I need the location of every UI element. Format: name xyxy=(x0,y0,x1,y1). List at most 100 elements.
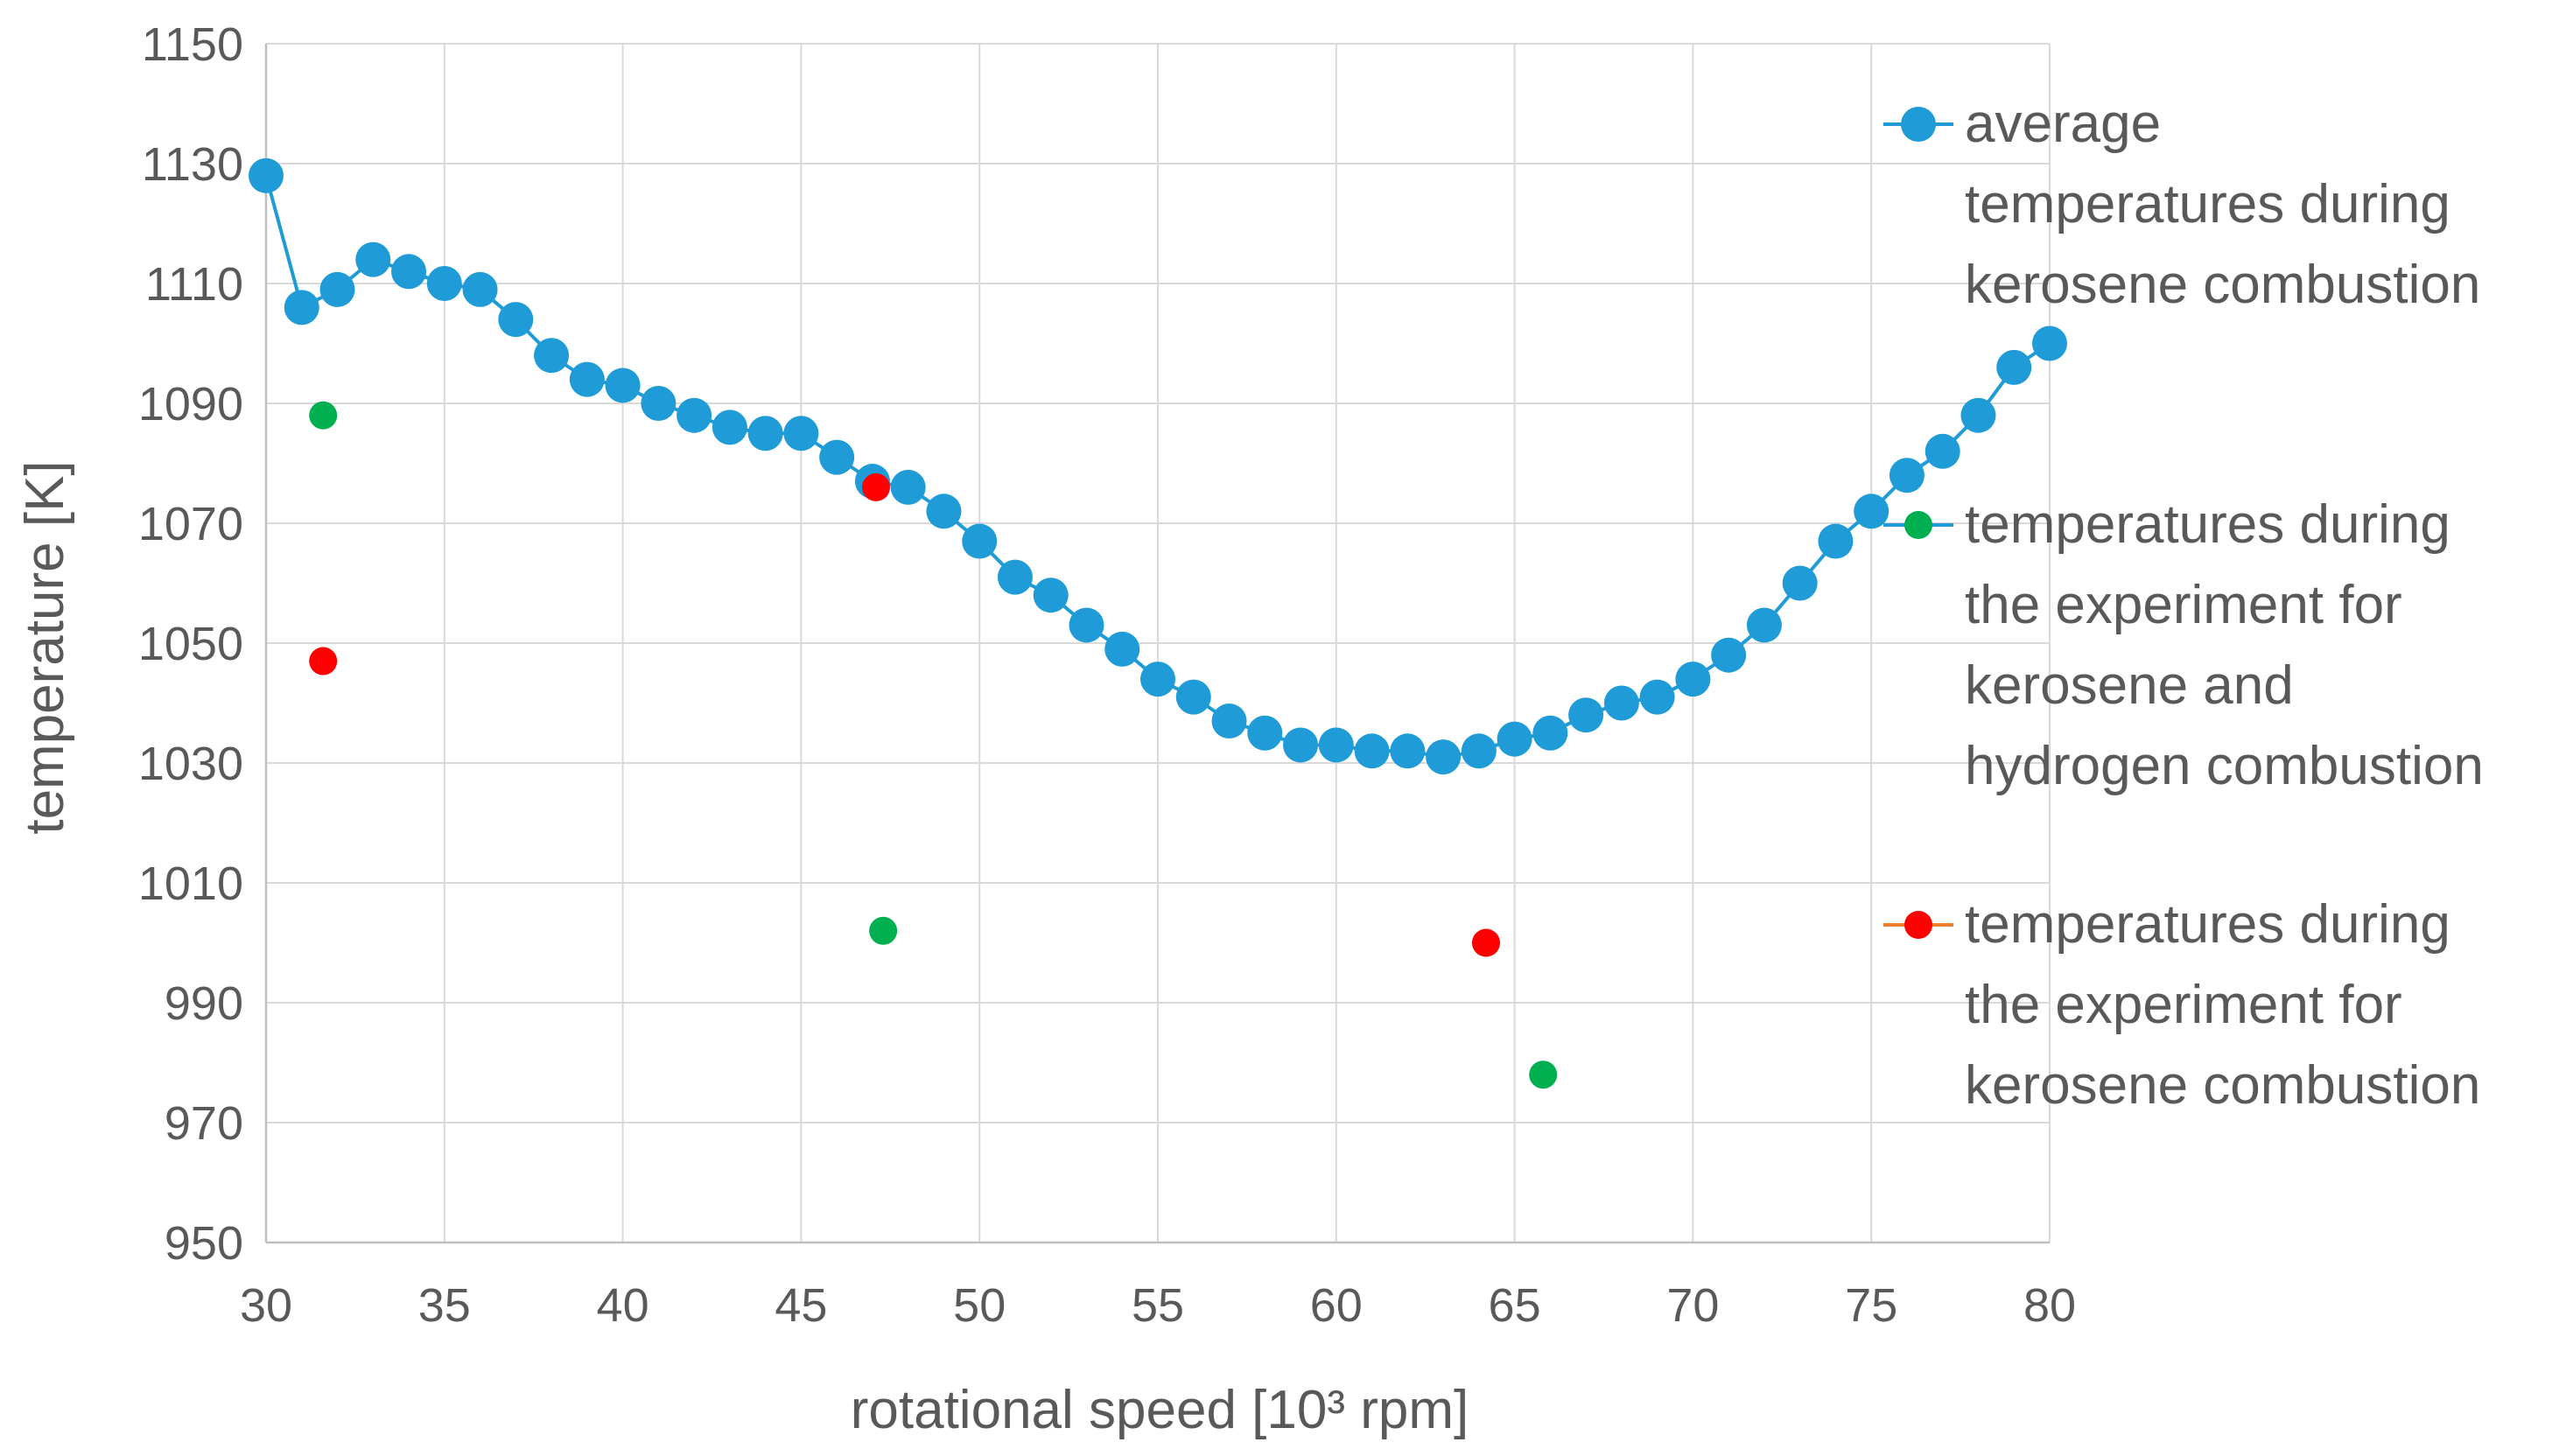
data-point xyxy=(783,416,819,452)
series xyxy=(249,158,2067,1089)
data-point xyxy=(747,416,783,452)
data-point xyxy=(1675,662,1711,697)
data-point xyxy=(641,386,677,421)
legend-marker xyxy=(1904,911,1932,939)
data-point xyxy=(534,338,570,374)
data-point xyxy=(926,494,962,529)
data-point xyxy=(1996,349,2032,385)
data-point xyxy=(1711,637,1747,673)
grid xyxy=(266,43,2051,1242)
data-point xyxy=(605,368,641,403)
data-point xyxy=(1247,715,1283,751)
data-point xyxy=(962,523,998,559)
y-tick-label: 970 xyxy=(165,1097,243,1150)
y-axis-title: temperature [K] xyxy=(15,460,75,834)
x-tick-label: 50 xyxy=(953,1279,1006,1332)
data-point xyxy=(1461,733,1497,769)
x-tick-label: 80 xyxy=(2023,1279,2076,1332)
legend-item-1: average temperatures during kerosene combu… xyxy=(1883,94,2480,315)
y-tick-label: 950 xyxy=(165,1217,243,1270)
data-point xyxy=(1529,1060,1558,1089)
x-tick-label: 30 xyxy=(240,1279,292,1332)
data-point xyxy=(1782,565,1818,601)
data-point xyxy=(319,271,355,307)
data-point xyxy=(1924,433,1960,469)
data-point xyxy=(997,559,1033,595)
data-point xyxy=(1211,704,1247,739)
data-point xyxy=(1854,494,1889,529)
y-tick-label: 1130 xyxy=(142,138,243,191)
legend-label: kerosene combustion xyxy=(1965,255,2480,315)
data-point xyxy=(1069,607,1104,643)
data-point xyxy=(1639,679,1675,715)
legend-label: temperatures during xyxy=(1965,174,2450,234)
data-point xyxy=(890,469,926,505)
data-point xyxy=(1426,739,1462,775)
legend-label: the experiment for xyxy=(1965,975,2402,1035)
y-tick-label: 1010 xyxy=(138,858,243,910)
x-tick-label: 65 xyxy=(1489,1279,1541,1332)
legend-label: kerosene combustion xyxy=(1965,1055,2480,1116)
data-point xyxy=(391,254,427,290)
data-point xyxy=(1104,631,1140,667)
data-point xyxy=(1140,662,1175,697)
data-point xyxy=(426,266,462,301)
data-point xyxy=(1818,523,1854,559)
data-point xyxy=(462,271,498,307)
legend-label: the experiment for xyxy=(1965,575,2402,635)
y-tick-label: 1030 xyxy=(138,738,243,790)
series-1 xyxy=(249,158,2067,775)
data-point xyxy=(569,361,605,397)
data-point xyxy=(1390,733,1426,769)
data-point xyxy=(1960,397,1996,433)
x-tick-label: 75 xyxy=(1845,1279,1897,1332)
data-point xyxy=(284,290,319,326)
x-tick-label: 40 xyxy=(597,1279,649,1332)
data-point xyxy=(1175,679,1211,715)
y-tick-label: 1110 xyxy=(145,258,243,311)
data-point xyxy=(1603,685,1639,721)
legend-marker xyxy=(1901,107,1936,142)
x-tick-label: 35 xyxy=(418,1279,471,1332)
data-point xyxy=(1283,727,1319,763)
x-tick-label: 60 xyxy=(1310,1279,1363,1332)
legend: average temperatures during kerosene combu… xyxy=(1883,94,2484,1116)
data-point xyxy=(249,158,284,193)
y-tick-label: 990 xyxy=(165,977,243,1030)
legend-marker xyxy=(1904,511,1932,539)
y-tick-label: 1070 xyxy=(138,498,243,550)
data-point xyxy=(1354,733,1390,769)
series-2 xyxy=(309,401,1558,1089)
legend-label: average xyxy=(1965,94,2161,154)
data-point xyxy=(869,916,898,945)
data-point xyxy=(1746,607,1782,643)
legend-label: kerosene and xyxy=(1965,655,2294,716)
data-point xyxy=(309,401,338,430)
data-point xyxy=(712,410,747,445)
data-point xyxy=(1318,727,1354,763)
x-tick-label: 70 xyxy=(1666,1279,1719,1332)
y-tick-label: 1050 xyxy=(138,618,243,670)
data-point xyxy=(309,647,338,676)
legend-label: temperatures during xyxy=(1965,494,2450,555)
legend-label: hydrogen combustion xyxy=(1965,736,2484,796)
legend-item-3: temperatures during the experiment for ker… xyxy=(1883,894,2480,1116)
series-3 xyxy=(309,472,1500,957)
data-point xyxy=(861,472,890,501)
data-point xyxy=(677,397,712,433)
legend-item-2: temperatures during the experiment for ker… xyxy=(1883,494,2484,796)
legend-label: temperatures during xyxy=(1965,894,2450,955)
axes xyxy=(264,44,2050,1244)
data-point xyxy=(819,439,855,475)
x-tick-labels: 30 35 40 45 50 55 60 65 70 75 80 xyxy=(240,1279,2076,1332)
data-point xyxy=(355,242,391,277)
data-point xyxy=(1889,458,1924,494)
x-tick-label: 55 xyxy=(1132,1279,1184,1332)
data-point xyxy=(1033,578,1069,613)
x-axis-title: rotational speed [10³ rpm] xyxy=(851,1380,1469,1440)
data-point xyxy=(1532,715,1568,751)
data-point xyxy=(498,302,534,338)
